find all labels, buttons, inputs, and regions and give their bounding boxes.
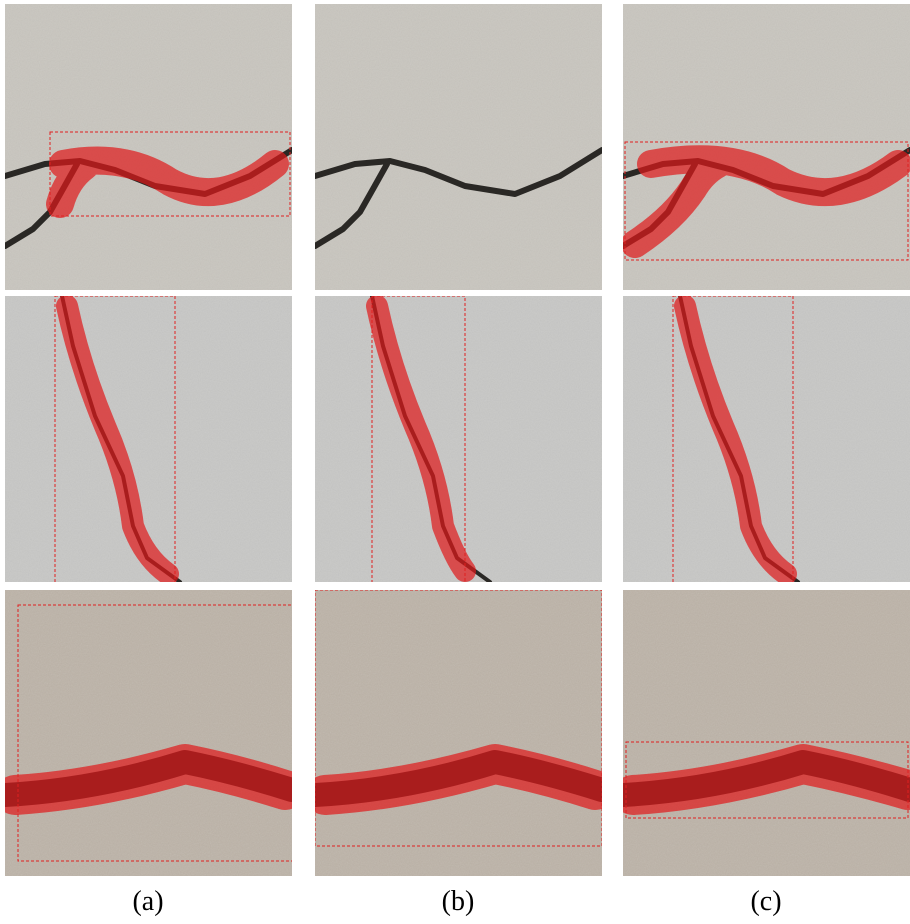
panel-image	[623, 590, 910, 876]
panel-image	[623, 4, 910, 290]
figure: (a) (b) (c)	[0, 0, 910, 924]
panels	[5, 4, 910, 876]
background	[623, 590, 910, 876]
background	[623, 4, 910, 290]
caption: (b)	[442, 886, 475, 917]
panel-image	[5, 296, 292, 584]
background	[315, 590, 602, 876]
background	[315, 4, 602, 290]
background	[5, 4, 292, 290]
caption: (a)	[132, 886, 163, 917]
background	[5, 590, 292, 876]
panel-image	[315, 590, 602, 876]
caption: (c)	[750, 886, 781, 917]
panel-image	[315, 296, 602, 584]
panel-image	[5, 590, 293, 876]
panel-image	[623, 296, 910, 584]
panel-image	[5, 4, 292, 290]
panel-image	[315, 4, 602, 290]
